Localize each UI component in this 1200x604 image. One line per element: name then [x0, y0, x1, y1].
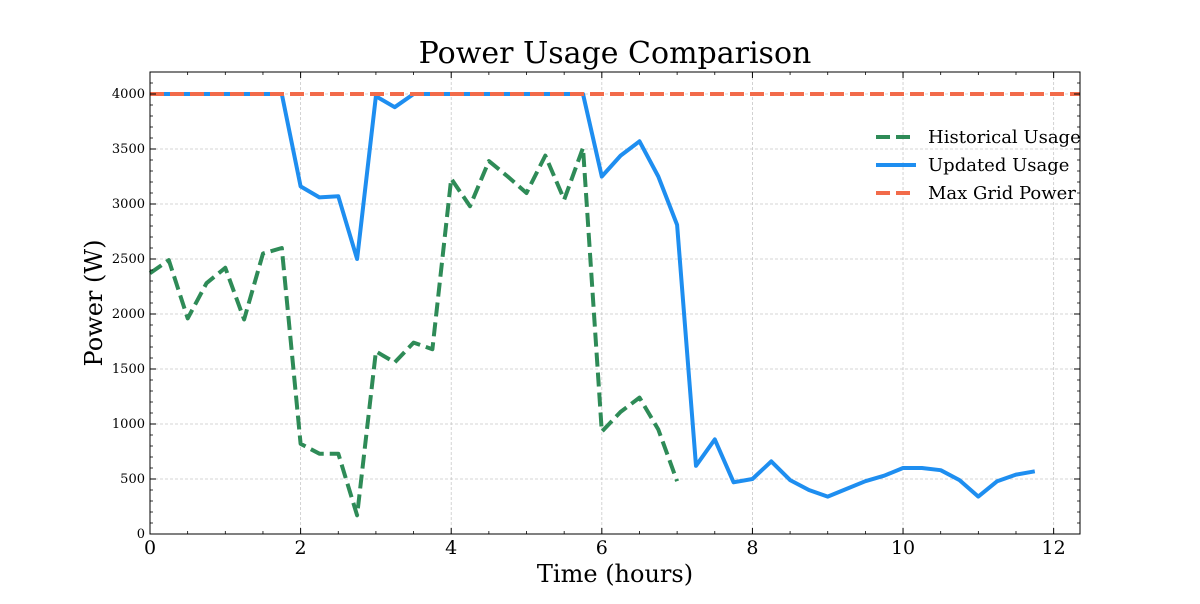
tick-layer: [149, 72, 1080, 535]
series-historical-usage: [148, 145, 679, 518]
y-tick-label: 0: [137, 527, 145, 542]
legend-label-updated: Updated Usage: [928, 155, 1069, 176]
y-tick-label: 500: [120, 472, 145, 487]
x-axis-label: Time (hours): [537, 560, 693, 588]
x-tick-label: 0: [144, 537, 156, 559]
y-axis-label: Power (W): [80, 240, 108, 367]
y-tick-label: 2000: [112, 307, 145, 322]
chart-title: Power Usage Comparison: [419, 36, 812, 71]
y-tick-label: 3000: [112, 197, 145, 212]
x-tick-label: 6: [596, 537, 608, 559]
grid-layer: [149, 72, 1080, 535]
x-tick-label: 8: [746, 537, 758, 559]
x-tick-label: 4: [445, 537, 457, 559]
legend: Historical Usage Updated Usage Max Grid …: [876, 127, 1081, 204]
x-tick-label: 12: [1042, 537, 1066, 559]
legend-label-max-grid: Max Grid Power: [928, 183, 1076, 204]
x-tick-label: 2: [295, 537, 307, 559]
y-tick-label: 4000: [112, 87, 145, 102]
y-tick-label: 3500: [112, 142, 145, 157]
y-tick-label: 1500: [112, 362, 145, 377]
series-updated-usage: [150, 92, 1036, 499]
x-tick-label: 10: [891, 537, 915, 559]
y-tick-label: 1000: [112, 417, 145, 432]
series-layer: [148, 92, 1080, 518]
legend-label-historical: Historical Usage: [928, 127, 1081, 148]
y-tick-label: 2500: [112, 252, 145, 267]
tick-label-layer: 0 2 4 6 8 10 12 0 500 1000 1500 2000 2500 3000 3500 400…: [112, 87, 1066, 559]
